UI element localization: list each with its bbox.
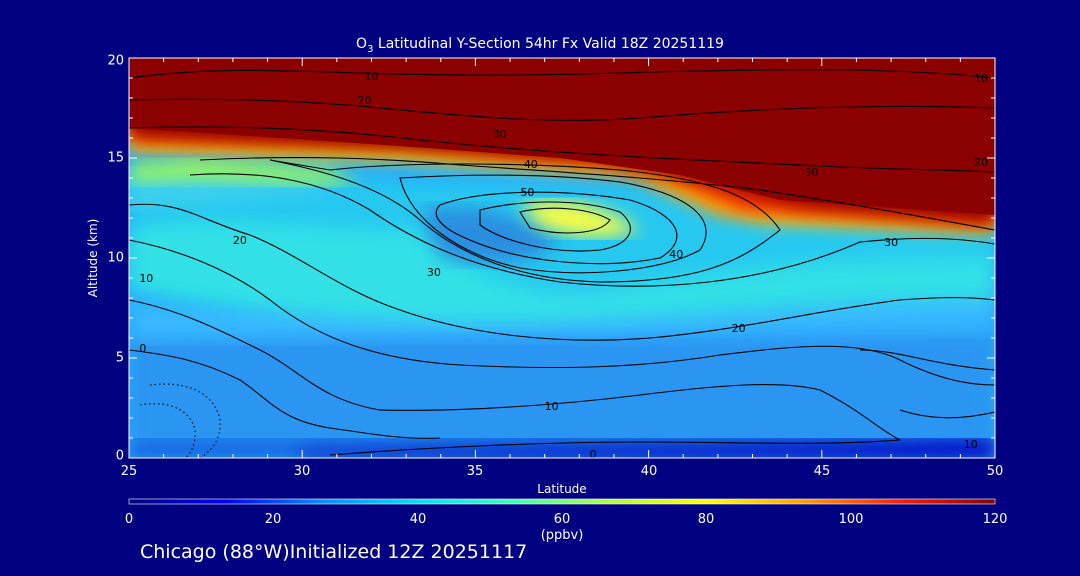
contour-line <box>899 409 995 419</box>
chart-title-text: Latitudinal Y-Section 54hr Fx Valid 18Z … <box>373 36 724 52</box>
field-region <box>420 206 560 264</box>
title-subscript: 3 <box>367 43 374 55</box>
contour-line <box>479 201 631 252</box>
contour-label: 20 <box>974 156 988 169</box>
chart-title: O3 Latitudinal Y-Section 54hr Fx Valid 1… <box>356 36 724 55</box>
colorbar-tick-label: 20 <box>264 512 282 527</box>
contour-line <box>129 126 995 173</box>
field-region <box>129 221 995 323</box>
contour-line <box>189 173 995 287</box>
contour-line <box>129 239 995 386</box>
contour-line <box>129 299 901 441</box>
contour-line <box>329 439 901 456</box>
colorbar-tick-label: 120 <box>982 512 1008 527</box>
x-tick-label: 40 <box>640 464 658 479</box>
contour-line-dotted <box>139 403 196 458</box>
field-region <box>129 160 360 185</box>
contour-line <box>129 203 995 341</box>
field-region <box>129 330 995 458</box>
x-tick-label: 35 <box>466 464 484 479</box>
x-tick-label: 50 <box>986 464 1004 479</box>
y-tick-label: 5 <box>115 350 124 366</box>
contour-line <box>519 207 611 234</box>
contour-label: 30 <box>804 166 818 179</box>
contour-labels: 10 10 20 30 40 50 30 20 40 30 20 30 10 20 0 10 0 10 <box>139 70 988 461</box>
contour-line <box>269 159 781 283</box>
contour-line <box>399 174 707 274</box>
contour-label: 10 <box>364 70 378 83</box>
contour-label: 40 <box>669 248 683 261</box>
x-axis-label: Latitude <box>537 482 587 496</box>
contour-label: 30 <box>427 266 441 279</box>
contour-label: 40 <box>524 158 538 171</box>
contour-line <box>129 349 441 439</box>
colorbar-tick-label: 0 <box>124 512 134 527</box>
colorbar <box>129 499 995 504</box>
contour-label: 10 <box>545 400 559 413</box>
x-tick-label: 25 <box>120 464 138 479</box>
field-region <box>129 58 995 215</box>
x-tick-label: 30 <box>293 464 311 479</box>
footer-caption: Chicago (88°W)Initialized 12Z 20251117 <box>140 541 528 563</box>
contour-line <box>435 191 678 265</box>
y-tick-label: 0 <box>115 448 124 464</box>
contour-line <box>199 156 995 231</box>
contour-label: 30 <box>884 236 898 249</box>
contour-line <box>129 69 995 79</box>
x-tick-label: 45 <box>813 464 831 479</box>
y-axis-label: Altitude (km) <box>86 218 100 298</box>
y-tick-label: 10 <box>107 250 124 266</box>
colorbar-tick-label: 80 <box>697 512 715 527</box>
contour-label: 0 <box>139 342 146 355</box>
contour-label: 10 <box>964 438 978 451</box>
axis-ticks <box>128 57 996 459</box>
ozone-field <box>129 58 995 458</box>
contour-label: 10 <box>974 72 988 85</box>
contour-label: 0 <box>590 448 597 461</box>
y-tick-label: 20 <box>107 53 124 69</box>
contour-label: 20 <box>233 234 247 247</box>
colorbar-tick-label: 60 <box>553 512 571 527</box>
contour-label: 10 <box>139 272 153 285</box>
contour-lines <box>129 69 995 458</box>
contour-label: 20 <box>358 94 372 107</box>
contour-line-dotted <box>149 383 221 458</box>
field-region <box>520 201 640 237</box>
colorbar-tick-label: 100 <box>838 512 864 527</box>
colorbar-tick-label: 40 <box>409 512 427 527</box>
field-region <box>300 440 995 458</box>
colorbar-units: (ppbv) <box>540 528 584 543</box>
contour-line <box>129 98 995 121</box>
contour-label: 30 <box>493 128 507 141</box>
contour-line <box>859 349 995 371</box>
contour-label: 20 <box>732 322 746 335</box>
y-tick-label: 15 <box>107 150 124 166</box>
contour-label: 50 <box>520 186 534 199</box>
colorbar-frame <box>128 498 996 505</box>
